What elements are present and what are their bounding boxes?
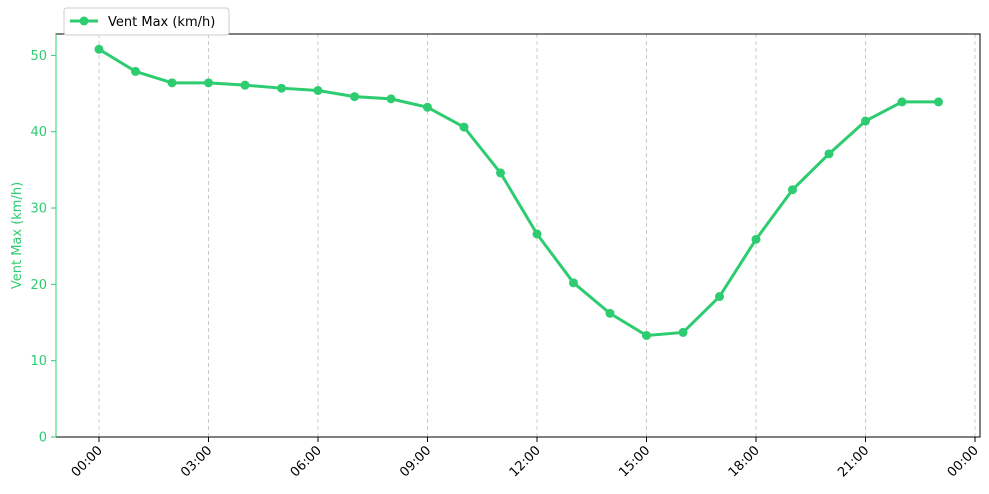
y-axis-label: Vent Max (km/h) <box>10 182 25 289</box>
data-point <box>751 234 761 244</box>
data-point <box>934 97 943 107</box>
y-tick-label: 0 <box>39 431 47 446</box>
data-point <box>715 292 724 302</box>
data-point <box>678 327 688 337</box>
data-point <box>240 80 250 90</box>
legend-box <box>63 7 230 36</box>
series-line <box>98 47 939 337</box>
y-tick-label: 20 <box>30 278 47 293</box>
data-point <box>423 102 432 112</box>
data-point <box>824 149 834 159</box>
x-tick-label: 03:00 <box>178 443 215 480</box>
data-point <box>167 78 177 88</box>
series-layer <box>94 44 943 340</box>
data-point <box>459 122 469 132</box>
x-tick-label: 18:00 <box>726 443 763 480</box>
data-point <box>350 92 359 102</box>
x-axis-ticks: 00:00 03:00 06:00 09:00 12:00 15:00 18:00 21:00… <box>69 437 982 480</box>
y-tick-label: 50 <box>30 49 47 64</box>
x-tick-label: 09:00 <box>397 443 434 480</box>
data-point <box>788 185 797 195</box>
data-point <box>642 330 651 340</box>
data-point <box>204 78 213 88</box>
data-point <box>605 308 615 318</box>
x-tick-label: 21:00 <box>835 443 872 480</box>
x-tick-label: 15:00 <box>616 443 653 480</box>
data-point <box>313 85 323 95</box>
x-tick-label: 00:00 <box>69 443 106 480</box>
data-point <box>386 94 396 104</box>
x-tick-label: 12:00 <box>507 443 544 480</box>
x-tick-label: 00:00 <box>945 443 982 480</box>
axes <box>55 33 981 438</box>
data-point <box>94 44 104 54</box>
data-point <box>861 116 870 126</box>
y-tick-label: 30 <box>30 202 47 217</box>
data-point <box>496 168 505 178</box>
y-tick-label: 40 <box>30 125 47 140</box>
legend: Vent Max (km/h) <box>63 7 230 36</box>
x-tick-label: 06:00 <box>288 443 325 480</box>
y-axis-ticks: 0 10 20 30 40 50 <box>30 49 56 446</box>
data-point <box>569 278 578 288</box>
legend-entry-label: Vent Max (km/h) <box>108 15 215 30</box>
legend-dot-marker <box>79 16 89 26</box>
data-point <box>532 229 542 239</box>
y-tick-label: 10 <box>30 354 47 369</box>
plot-frame <box>55 33 981 438</box>
data-point <box>897 97 907 107</box>
data-point <box>277 83 286 93</box>
data-point <box>131 66 140 76</box>
